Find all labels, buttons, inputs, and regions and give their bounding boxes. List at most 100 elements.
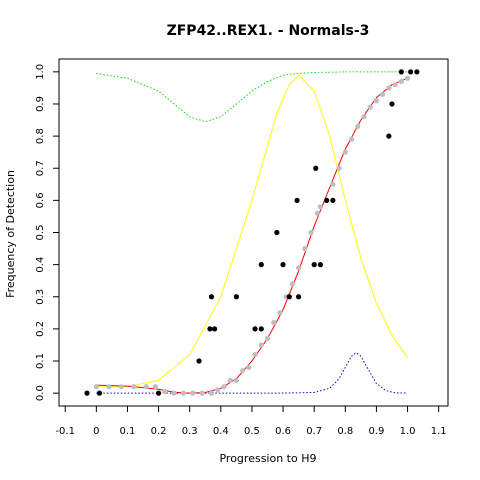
- observed-point: [398, 69, 404, 75]
- observed-point: [294, 197, 300, 203]
- x-tick-label: 0.3: [182, 426, 198, 437]
- smoothed-point: [246, 364, 252, 371]
- smoothed-point: [93, 384, 99, 390]
- chart-title: ZFP42..REX1. - Normals-3: [167, 23, 370, 39]
- y-tick-label: 0.2: [35, 321, 46, 337]
- x-tick-label: 0.7: [306, 426, 322, 437]
- x-tick-label: 0: [93, 426, 99, 437]
- y-tick-label: 0.6: [35, 192, 46, 208]
- y-tick-label: 0.9: [35, 96, 46, 112]
- smoothed-point: [233, 377, 239, 383]
- x-tick-label: 0.8: [337, 426, 353, 437]
- observed-point: [414, 69, 420, 75]
- smoothed-point: [355, 123, 361, 130]
- observed-point: [252, 326, 258, 332]
- observed-point: [313, 165, 319, 171]
- x-tick-label: 0.1: [120, 426, 136, 437]
- yellow-curve-line: [96, 74, 408, 388]
- observed-point: [330, 197, 336, 203]
- observed-point: [96, 390, 103, 396]
- y-tick-label: 0.4: [35, 257, 46, 273]
- smoothed-point: [380, 91, 386, 97]
- smoothed-point: [342, 149, 348, 155]
- smoothed-point: [240, 368, 246, 374]
- x-tick-label: 0.9: [368, 426, 384, 437]
- x-tick-label: 0.4: [213, 426, 229, 437]
- smoothed-point: [118, 384, 124, 390]
- smoothed-point: [330, 181, 336, 187]
- smoothed-point: [361, 114, 367, 120]
- smoothed-point: [190, 390, 196, 396]
- x-tick-label: -0.1: [55, 426, 75, 437]
- plot-border: [58, 58, 449, 407]
- observed-point: [212, 326, 218, 332]
- smoothed-point: [373, 98, 380, 104]
- smoothed-point: [367, 104, 373, 110]
- observed-point: [311, 262, 317, 268]
- y-tick-label: 0.5: [35, 225, 46, 241]
- observed-point: [258, 262, 264, 268]
- smoothed-point: [386, 85, 392, 91]
- observed-point: [258, 326, 264, 332]
- smoothed-point: [289, 281, 295, 287]
- x-axis: -0.1 0 0.1 0.2 0.3 0.4 0.5 0.6 0.7 0.8 0.9 1.0 1.1: [55, 406, 447, 437]
- smoothed-point: [404, 75, 411, 81]
- smoothed-point: [336, 165, 342, 171]
- smoothed-point: [171, 390, 177, 396]
- y-tick-label: 1.0: [35, 64, 46, 80]
- smoothed-point: [314, 210, 320, 216]
- smoothed-point: [180, 390, 187, 396]
- smoothed-point: [252, 351, 258, 358]
- x-axis-label: Progression to H9: [219, 452, 316, 465]
- smoothed-point: [215, 387, 221, 393]
- observed-point: [389, 101, 395, 107]
- smoothed-point: [162, 388, 168, 395]
- smoothed-point: [208, 390, 215, 396]
- smoothed-point: [221, 384, 227, 390]
- observed-point: [280, 262, 286, 268]
- y-tick-label: 0.3: [35, 289, 46, 305]
- observed-point: [155, 390, 162, 396]
- observed-point: [324, 197, 330, 203]
- observed-point: [208, 294, 215, 300]
- observed-point: [317, 262, 324, 268]
- observed-point: [386, 133, 392, 139]
- series-points: [84, 69, 420, 396]
- smoothed-point: [199, 390, 205, 396]
- observed-point: [296, 294, 302, 300]
- x-tick-label: 1.0: [400, 426, 416, 437]
- y-axis: 0.0 0.1 0.2 0.3 0.4 0.5 0.6 0.7 0.8 0.9 1.0: [35, 64, 59, 401]
- smoothed-point: [143, 384, 149, 390]
- x-tick-label: 0.5: [244, 426, 260, 437]
- smoothed-point: [152, 384, 159, 390]
- smoothed-point: [296, 265, 302, 271]
- observed-point: [274, 229, 280, 236]
- smoothed-point: [258, 342, 264, 348]
- series-lines: [96, 71, 408, 394]
- y-axis-label: Frequency of Detection: [4, 170, 17, 298]
- smoothed-point: [271, 319, 277, 326]
- smoothed-point: [227, 377, 233, 383]
- observed-point: [233, 294, 239, 300]
- y-tick-label: 0.1: [35, 353, 46, 369]
- y-tick-label: 0.0: [35, 385, 46, 401]
- smoothed-point: [398, 78, 404, 85]
- observed-point: [286, 294, 292, 300]
- smoothed-point: [392, 82, 398, 88]
- y-tick-label: 0.8: [35, 128, 46, 144]
- smoothed-point: [302, 245, 308, 252]
- observed-point: [408, 69, 414, 75]
- green-curve-line: [96, 71, 408, 123]
- smoothed-point: [277, 310, 283, 316]
- observed-point: [196, 358, 202, 364]
- observed-point: [207, 326, 213, 332]
- x-tick-label: 1.1: [431, 426, 447, 437]
- smoothed-point: [317, 204, 324, 210]
- smoothed-point: [308, 229, 314, 236]
- smoothed-point: [264, 335, 271, 342]
- observed-point: [84, 390, 90, 396]
- x-tick-label: 0.6: [275, 426, 291, 437]
- smoothed-point: [348, 136, 355, 142]
